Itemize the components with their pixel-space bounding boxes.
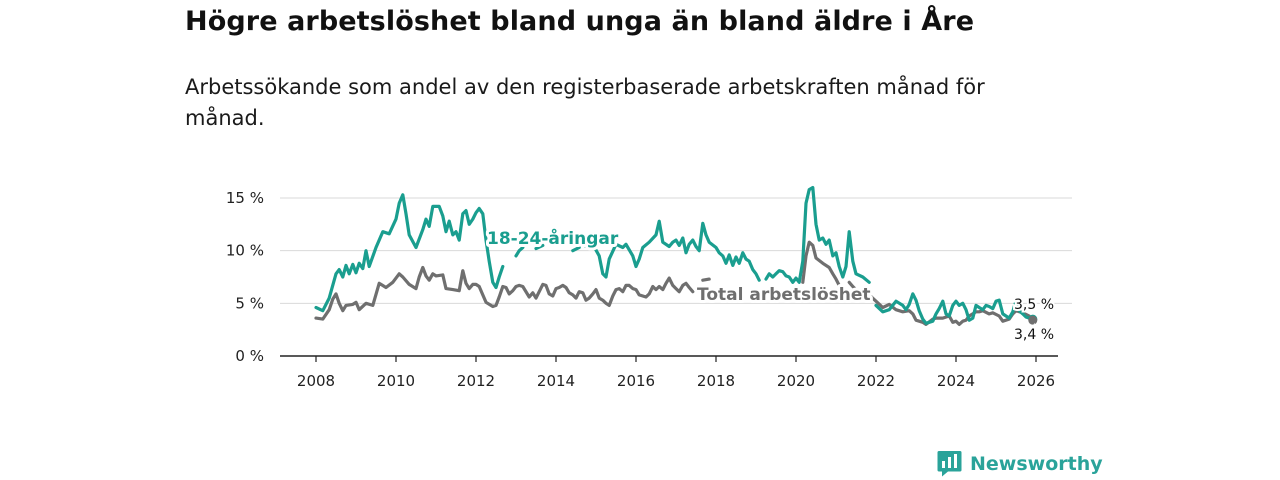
end-point-total (1028, 315, 1038, 325)
y-tick-label: 0 % (235, 347, 264, 365)
y-axis: 0 % 5 % 10 % 15 % (226, 189, 264, 365)
series-line-youth (874, 292, 1035, 325)
y-tick-label: 5 % (235, 294, 264, 312)
x-axis: 2008 2010 2012 2014 2016 2018 2020 2022 2024 2026 (280, 355, 1058, 390)
series-line-youth (764, 185, 871, 284)
series-line-total (314, 265, 695, 321)
series-line-youth (314, 193, 505, 313)
series-line-youth (534, 243, 545, 251)
series-line-total (701, 277, 711, 282)
series-label-total: Total arbetslöshet (697, 285, 871, 305)
x-tick-label: 2026 (1017, 372, 1055, 390)
y-tick-label: 15 % (226, 189, 264, 207)
series-line-total (847, 280, 1035, 326)
x-tick-label: 2022 (857, 372, 895, 390)
series-line-total (801, 240, 841, 287)
x-tick-label: 2012 (457, 372, 495, 390)
series-labels: 18-24-åringar Total arbetslöshet 3,5 % 3,4 … (484, 224, 1056, 345)
x-tick-label: 2010 (377, 372, 415, 390)
x-tick-label: 2018 (697, 372, 735, 390)
y-tick-label: 10 % (226, 242, 264, 260)
series-line-youth (514, 245, 525, 258)
x-tick-label: 2008 (297, 372, 335, 390)
end-label-youth: 3,5 % (1014, 297, 1054, 313)
x-tick-label: 2020 (777, 372, 815, 390)
chart-title: Högre arbetslöshet bland unga än bland ä… (185, 6, 975, 37)
x-tick-label: 2014 (537, 372, 575, 390)
brand-logo: Newsworthy (937, 450, 1103, 477)
series-label-youth: 18-24-åringar (487, 227, 619, 249)
series-line-youth (571, 245, 581, 253)
newsworthy-logo-icon (937, 451, 962, 477)
x-tick-label: 2024 (937, 372, 975, 390)
series-line-youth (584, 219, 761, 282)
series-lines (314, 185, 1038, 326)
end-label-total: 3,4 % (1014, 327, 1054, 343)
x-tick-label: 2016 (617, 372, 655, 390)
brand-name: Newsworthy (970, 452, 1103, 475)
line-chart: 0 %5 %10 %15 % 2008 2010 2012 2014 2016 2018 2… (226, 185, 1072, 390)
chart-subtitle: Arbetssökande som andel av den registerb… (185, 75, 985, 130)
